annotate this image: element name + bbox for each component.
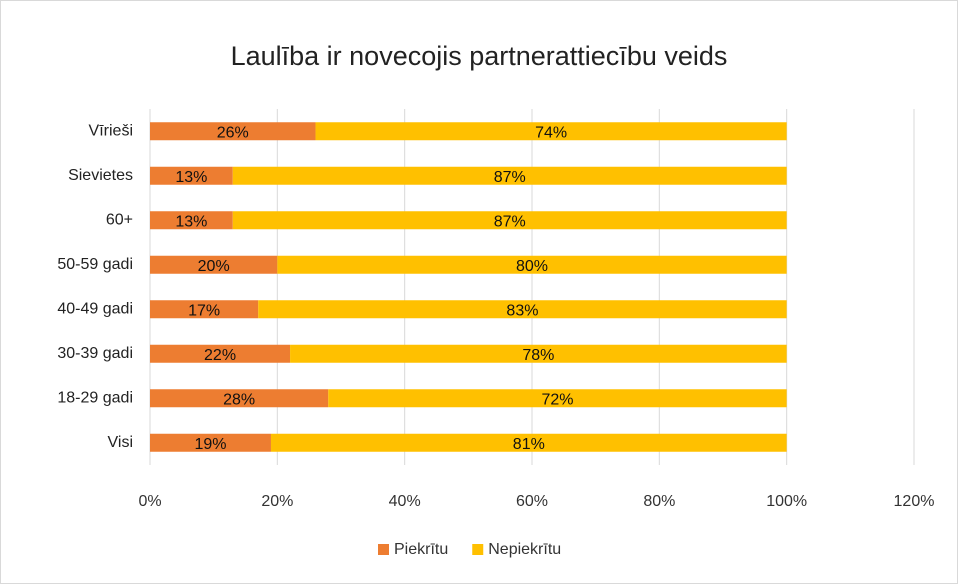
bar-segment xyxy=(150,300,259,319)
x-tick-label: 80% xyxy=(643,493,675,510)
y-tick-label: 40-49 gadi xyxy=(57,300,133,317)
bar-segment xyxy=(150,255,278,274)
y-tick-label: 60+ xyxy=(106,211,133,228)
bar-segment xyxy=(315,122,787,141)
data-label: 19% xyxy=(194,436,226,453)
data-label: 83% xyxy=(506,302,538,319)
bar-segment xyxy=(232,166,787,185)
y-tick-label: Visi xyxy=(108,434,134,451)
data-label: 22% xyxy=(204,347,236,364)
legend-label: Piekrītu xyxy=(394,541,448,558)
y-tick-label: Vīrieši xyxy=(89,122,133,139)
chart-title: Laulība ir novecojis partnerattiecību ve… xyxy=(231,41,728,71)
data-label: 28% xyxy=(223,391,255,408)
data-label: 78% xyxy=(522,347,554,364)
x-tick-label: 120% xyxy=(894,493,935,510)
data-label: 80% xyxy=(516,258,548,275)
bar-segment xyxy=(270,433,787,452)
data-label: 87% xyxy=(494,169,526,186)
data-label: 26% xyxy=(217,124,249,141)
y-tick-label: 18-29 gadi xyxy=(57,389,133,406)
data-label: 87% xyxy=(494,213,526,230)
y-tick-label: 50-59 gadi xyxy=(57,256,133,273)
bar-segment xyxy=(150,344,291,363)
data-label: 81% xyxy=(513,436,545,453)
data-label: 13% xyxy=(175,169,207,186)
legend-label: Nepiekrītu xyxy=(488,541,561,558)
bar-segment xyxy=(150,433,271,452)
bar-segment xyxy=(150,166,233,185)
y-tick-label: Sievietes xyxy=(68,167,133,184)
bar-segment xyxy=(258,300,787,319)
bar-segment xyxy=(150,389,329,408)
x-tick-label: 60% xyxy=(516,493,548,510)
bar-segment xyxy=(290,344,787,363)
bar-segment xyxy=(277,255,787,274)
y-tick-label: 30-39 gadi xyxy=(57,345,133,362)
bar-segment xyxy=(150,211,233,230)
bar-segment xyxy=(232,211,787,230)
x-tick-label: 0% xyxy=(138,493,161,510)
data-label: 74% xyxy=(535,124,567,141)
data-label: 72% xyxy=(541,391,573,408)
x-tick-label: 20% xyxy=(261,493,293,510)
bar-segment xyxy=(150,122,316,141)
data-label: 20% xyxy=(198,258,230,275)
x-tick-label: 40% xyxy=(389,493,421,510)
x-tick-label: 100% xyxy=(766,493,807,510)
bar-segment xyxy=(328,389,787,408)
data-label: 17% xyxy=(188,302,220,319)
legend-swatch xyxy=(472,544,484,555)
data-label: 13% xyxy=(175,213,207,230)
legend-swatch xyxy=(378,544,389,555)
